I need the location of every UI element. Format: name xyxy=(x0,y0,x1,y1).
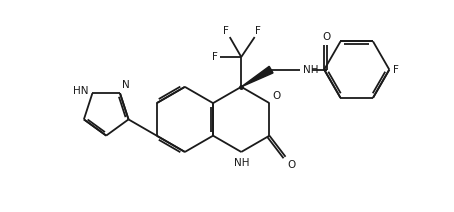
Text: F: F xyxy=(223,25,229,36)
Text: F: F xyxy=(393,65,399,75)
Text: NH: NH xyxy=(303,65,318,75)
Text: N: N xyxy=(122,80,129,90)
Text: O: O xyxy=(287,160,296,170)
Polygon shape xyxy=(241,66,273,87)
Text: NH: NH xyxy=(233,158,249,168)
Text: HN: HN xyxy=(73,86,89,96)
Text: O: O xyxy=(322,32,331,42)
Text: F: F xyxy=(256,25,262,36)
Text: F: F xyxy=(212,52,218,62)
Text: O: O xyxy=(272,91,281,101)
